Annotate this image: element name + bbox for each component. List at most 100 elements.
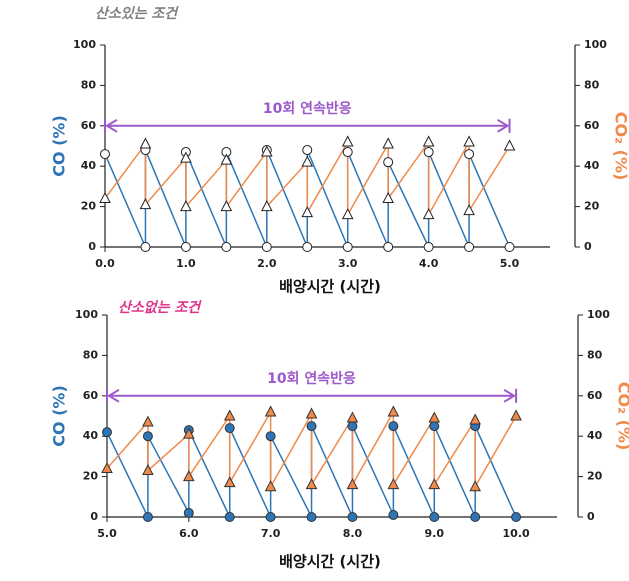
y-tick-label: 40 <box>83 429 99 442</box>
marker <box>470 512 481 522</box>
marker <box>305 478 318 490</box>
marker <box>428 478 441 490</box>
marker <box>139 137 152 149</box>
subplot: 산소없는 조건 0 20 40 60 80 100 0 20 40 60 80 100 5.0 6.0 7.0… <box>50 300 629 571</box>
marker <box>260 145 273 157</box>
marker <box>342 242 353 252</box>
annotation: 10회 연속반응 <box>267 370 356 387</box>
marker <box>510 409 522 421</box>
x-tick-label: 10.0 <box>503 527 530 540</box>
series-line <box>106 409 517 490</box>
marker <box>511 512 522 522</box>
y-tick-label: 0 <box>88 240 96 253</box>
marker <box>463 204 475 216</box>
marker <box>101 461 113 474</box>
x-tick-label: 8.0 <box>343 527 363 540</box>
x-tick-label: 9.0 <box>425 527 445 540</box>
marker <box>221 242 232 252</box>
subplot: 산소있는 조건 0 20 40 60 80 100 0 20 40 60 80 100 0.0 1.0 2.0… <box>50 6 629 296</box>
marker <box>265 512 276 522</box>
marker <box>346 478 359 490</box>
marker <box>469 413 482 425</box>
marker <box>302 145 313 156</box>
y-tick-label: 60 <box>83 389 99 402</box>
marker <box>264 405 277 417</box>
y-tick-label: 100 <box>73 38 96 51</box>
x-tick-label: 7.0 <box>261 527 281 540</box>
y2-tick-label: 60 <box>587 389 603 402</box>
annotation: 10회 연속반응 <box>263 100 352 117</box>
y2-axis-label: CO₂ (%) <box>612 112 629 181</box>
marker <box>382 137 395 149</box>
marker <box>388 509 399 520</box>
marker <box>469 480 482 492</box>
marker <box>223 476 236 488</box>
marker <box>429 421 440 432</box>
x-tick-label: 5.0 <box>97 527 117 540</box>
marker <box>100 149 110 160</box>
y2-tick-label: 80 <box>587 348 603 361</box>
marker <box>387 405 400 417</box>
x-tick-label: 1.0 <box>176 257 196 270</box>
x-axis-label: 배양시간 (시간) <box>279 278 381 296</box>
marker <box>388 421 399 432</box>
marker <box>224 423 235 434</box>
marker <box>341 135 354 147</box>
marker <box>383 157 394 168</box>
y2-tick-label: 80 <box>584 78 600 91</box>
marker <box>306 421 317 432</box>
marker <box>346 411 359 423</box>
subplot-title: 산소없는 조건 <box>118 300 202 316</box>
marker <box>220 153 233 165</box>
marker <box>260 200 273 212</box>
marker <box>306 512 317 522</box>
marker <box>224 512 235 522</box>
marker <box>142 415 154 427</box>
arrow-head <box>497 118 510 133</box>
marker <box>423 242 434 252</box>
y-tick-label: 20 <box>83 470 99 483</box>
marker <box>305 407 318 419</box>
marker <box>464 242 475 252</box>
marker <box>183 507 194 518</box>
y2-axis-label: CO₂ (%) <box>615 382 629 451</box>
marker <box>341 208 354 220</box>
marker <box>382 191 395 204</box>
x-tick-label: 4.0 <box>419 257 439 270</box>
x-tick-label: 6.0 <box>179 527 199 540</box>
marker <box>387 478 400 490</box>
marker <box>140 242 151 252</box>
y-tick-label: 80 <box>81 78 97 91</box>
marker <box>302 242 313 252</box>
arrow-head <box>107 388 120 403</box>
y-tick-label: 40 <box>81 159 97 172</box>
y2-tick-label: 0 <box>587 510 595 523</box>
marker <box>429 512 440 522</box>
y-tick-label: 0 <box>90 510 98 523</box>
y-tick-label: 100 <box>75 308 98 321</box>
marker <box>342 147 353 158</box>
marker <box>423 147 434 158</box>
marker <box>265 431 276 442</box>
marker <box>464 149 475 160</box>
x-tick-label: 3.0 <box>338 257 358 270</box>
marker <box>220 200 233 212</box>
y-tick-label: 80 <box>83 348 99 361</box>
marker <box>142 431 153 442</box>
y2-tick-label: 20 <box>584 200 600 213</box>
series-line <box>104 139 511 218</box>
x-tick-label: 2.0 <box>257 257 277 270</box>
marker <box>261 242 272 252</box>
subplot-title: 산소있는 조건 <box>95 6 179 22</box>
y-tick-label: 20 <box>81 200 97 213</box>
marker <box>223 409 236 421</box>
marker <box>347 421 358 432</box>
marker <box>503 139 516 151</box>
marker <box>422 208 435 220</box>
marker <box>180 200 192 212</box>
marker <box>301 155 314 167</box>
marker <box>428 411 441 423</box>
arrow-head <box>105 118 118 133</box>
marker <box>347 512 358 522</box>
